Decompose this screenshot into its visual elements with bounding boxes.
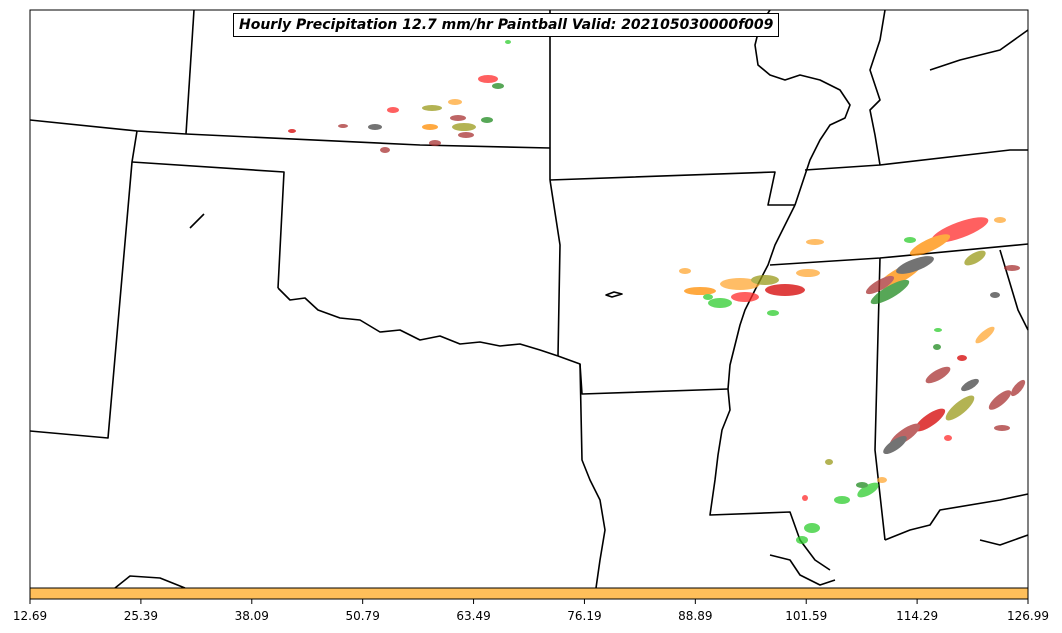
colorbar-tick-label: 114.29 [896,609,939,623]
state-boundaries [29,9,1029,589]
map-panel [29,9,1029,589]
colorbar-tick-label: 38.09 [234,609,269,623]
colorbar-tick-label: 76.19 [567,609,602,623]
colorbar-tick-label: 88.89 [678,609,713,623]
colorbar-tick-label: 101.59 [785,609,828,623]
colorbar-tick-label: 25.39 [123,609,159,623]
colorbar-tick-label: 63.49 [456,609,491,623]
map-title: Hourly Precipitation 12.7 mm/hr Paintbal… [233,13,780,37]
colorbar [29,587,1029,604]
colorbar-bar [29,587,1029,600]
colorbar-ticks [29,599,1029,604]
colorbar-tick-label: 50.79 [345,609,380,623]
colorbar-tick-label: 12.69 [12,609,48,623]
colorbar-tick-label: 126.99 [1007,609,1049,623]
precipitation-blobs [288,40,1026,544]
